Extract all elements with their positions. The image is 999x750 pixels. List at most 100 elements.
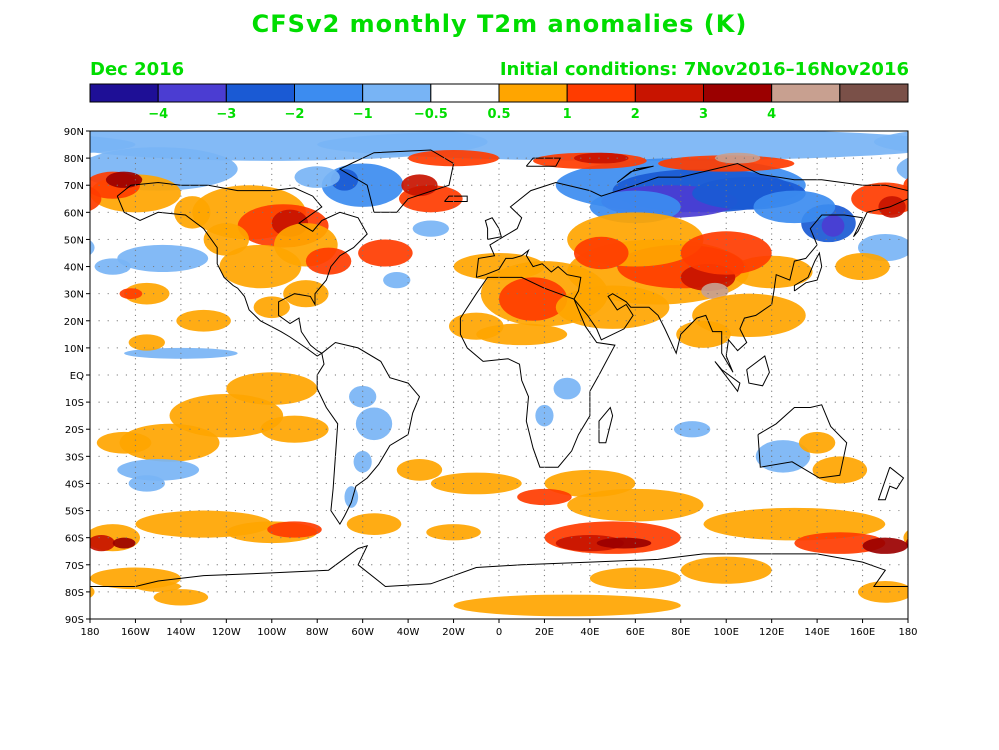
grid-dot xyxy=(634,314,636,316)
grid-dot xyxy=(616,347,618,349)
grid-dot xyxy=(589,374,591,376)
grid-dot xyxy=(225,509,227,512)
grid-dot xyxy=(707,184,709,186)
grid-dot xyxy=(316,580,318,582)
grid-dot xyxy=(716,211,718,213)
grid-dot xyxy=(816,217,818,219)
grid-dot xyxy=(634,184,636,186)
grid-dot xyxy=(316,363,318,365)
grid-dot xyxy=(780,374,782,376)
grid-dot xyxy=(498,217,500,219)
grid-dot xyxy=(180,282,182,284)
grid-dot xyxy=(771,162,773,165)
grid-dot xyxy=(316,325,318,327)
grid-dot xyxy=(253,293,255,295)
grid-dot xyxy=(225,325,227,327)
grid-dot xyxy=(543,580,546,582)
grid-dot xyxy=(498,287,500,289)
grid-dot xyxy=(362,341,364,344)
grid-dot xyxy=(643,238,646,241)
legend-label: −2 xyxy=(285,107,305,122)
grid-dot xyxy=(180,499,182,501)
grid-dot xyxy=(543,417,546,419)
grid-dot xyxy=(743,482,746,485)
grid-dot xyxy=(680,499,682,501)
grid-dot xyxy=(725,564,727,566)
grid-dot xyxy=(125,293,127,295)
grid-dot xyxy=(562,401,564,403)
grid-dot xyxy=(507,265,509,268)
grid-dot xyxy=(589,461,591,463)
grid-dot xyxy=(589,412,591,414)
grid-dot xyxy=(734,428,736,430)
grid-dot xyxy=(543,515,546,517)
grid-dot xyxy=(680,228,682,230)
legend-label: 3 xyxy=(699,107,708,122)
grid-dot xyxy=(680,265,682,268)
grid-dot xyxy=(362,488,364,490)
grid-dot xyxy=(216,401,218,403)
grid-dot xyxy=(861,195,864,197)
grid-dot xyxy=(416,455,418,457)
grid-dot xyxy=(443,293,446,295)
grid-dot xyxy=(116,509,118,512)
grid-dot xyxy=(898,591,900,593)
grid-dot xyxy=(362,547,364,550)
grid-dot xyxy=(362,493,364,495)
grid-dot xyxy=(352,347,355,349)
grid-dot xyxy=(198,157,200,159)
grid-dot xyxy=(243,265,246,268)
grid-dot xyxy=(680,190,682,192)
grid-dot xyxy=(234,509,237,512)
grid-dot xyxy=(462,591,464,593)
grid-dot xyxy=(680,217,682,219)
grid-dot xyxy=(716,265,718,268)
grid-dot xyxy=(571,482,573,485)
grid-dot xyxy=(889,320,891,322)
grid-dot xyxy=(634,190,636,192)
grid-dot xyxy=(607,591,609,593)
grid-dot xyxy=(825,157,827,159)
grid-dot xyxy=(271,325,273,327)
grid-dot xyxy=(407,195,409,197)
grid-dot xyxy=(271,558,273,560)
grid-dot xyxy=(771,472,773,474)
grid-dot xyxy=(716,455,718,457)
grid-dot xyxy=(589,390,591,392)
grid-dot xyxy=(216,184,218,186)
grid-dot xyxy=(225,314,227,316)
grid-dot xyxy=(162,374,164,376)
grid-dot xyxy=(825,320,827,322)
grid-dot xyxy=(861,249,864,251)
grid-dot xyxy=(362,325,364,327)
grid-dot xyxy=(225,287,227,289)
grid-dot xyxy=(816,190,818,192)
anomaly-area xyxy=(90,534,115,552)
grid-dot xyxy=(271,401,273,403)
anomaly-area xyxy=(153,589,209,606)
grid-dot xyxy=(352,211,355,213)
grid-dot xyxy=(316,309,318,311)
grid-dot xyxy=(362,336,364,338)
grid-dot xyxy=(534,238,536,241)
grid-dot xyxy=(271,287,273,289)
grid-dot xyxy=(134,244,137,246)
grid-dot xyxy=(589,385,591,387)
grid-dot xyxy=(771,401,773,403)
grid-dot xyxy=(743,455,746,457)
grid-dot xyxy=(498,206,500,208)
grid-dot xyxy=(789,537,791,539)
grid-dot xyxy=(498,276,500,278)
grid-dot xyxy=(634,336,636,338)
grid-dot xyxy=(362,255,364,257)
grid-dot xyxy=(498,195,500,197)
grid-dot xyxy=(271,314,273,316)
grid-dot xyxy=(362,417,364,419)
grid-dot xyxy=(743,428,746,430)
grid-dot xyxy=(134,249,137,251)
grid-dot xyxy=(816,352,818,354)
grid-dot xyxy=(543,368,546,371)
grid-dot xyxy=(716,238,718,241)
grid-dot xyxy=(880,455,882,457)
grid-dot xyxy=(552,157,555,159)
